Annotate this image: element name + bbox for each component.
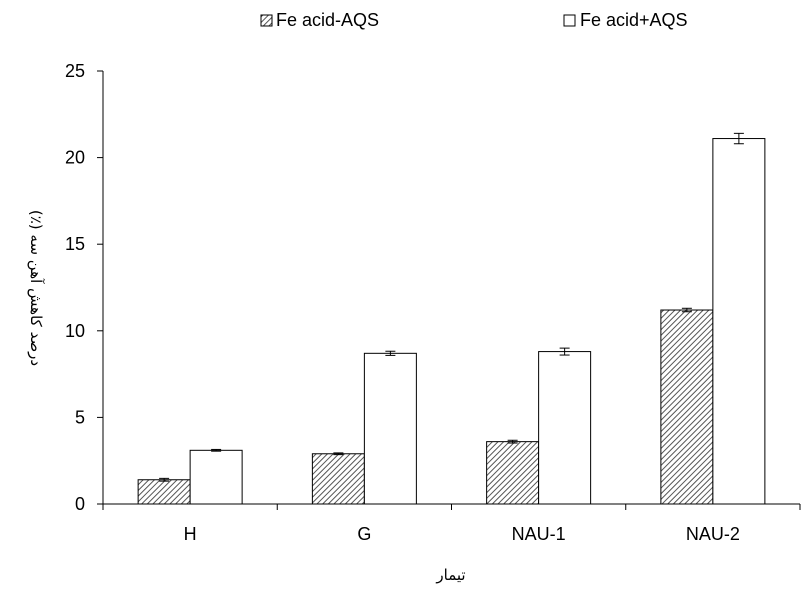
error-bar-series-2-NAU-1 [559,347,570,356]
legend-label-series-2: Fe acid+AQS [580,10,688,30]
x-tick-label: NAU-2 [686,524,740,544]
bar-series-1-NAU-2 [660,309,714,505]
error-bar-series-1-H [159,477,170,482]
legend-swatch-series-2 [563,14,576,27]
bar-series-1-NAU-1 [486,441,540,505]
x-axis: H G NAU-1 NAU-2 [102,503,801,544]
x-axis-title: تیمار [435,566,465,584]
error-bar-series-2-H [211,448,222,452]
y-tick-label: 5 [75,407,85,427]
bar-series-2-G [363,352,417,505]
error-bar-series-1-NAU-2 [681,307,692,313]
bar-series-2-NAU-1 [538,351,592,505]
error-bar-series-1-NAU-1 [507,439,518,444]
bar-series-2-NAU-2 [712,138,766,505]
bars [137,132,766,505]
bar-series-2-H [189,449,243,505]
error-bar-series-1-G [333,452,344,456]
x-tick-label: NAU-1 [512,524,566,544]
y-tick-label: 25 [65,61,85,81]
bar-series-1-G [311,453,365,505]
x-tick-label: G [357,524,371,544]
error-bar-series-2-NAU-2 [733,132,744,145]
legend-label-series-1: Fe acid-AQS [276,10,379,30]
y-tick-label: 10 [65,321,85,341]
legend: Fe acid-AQS Fe acid+AQS [260,10,688,30]
error-bar-series-2-G [385,350,396,356]
y-axis-title: درصد کاهش آهن سه (٪) [27,210,45,366]
bar-series-1-H [137,479,191,505]
y-axis: 0 5 10 15 20 25 [65,61,104,514]
legend-swatch-series-1 [260,14,273,27]
y-tick-label: 0 [75,494,85,514]
x-tick-label: H [184,524,197,544]
y-tick-label: 15 [65,234,85,254]
y-tick-label: 20 [65,148,85,168]
